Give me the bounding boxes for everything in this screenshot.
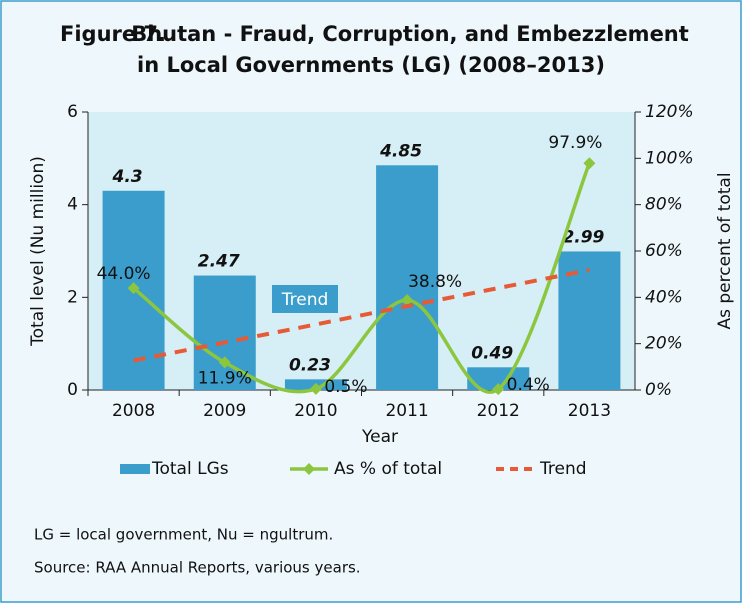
data-label: 0.23 (289, 355, 331, 375)
data-label: 4.85 (379, 141, 422, 161)
legend-swatch (303, 463, 315, 475)
bar (467, 367, 530, 390)
chart-title: Bhutan - Fraud, Corruption, and Embezzle… (131, 22, 689, 46)
y2-tick-label: 60% (645, 241, 683, 261)
bar (558, 251, 621, 390)
note: LG = local government, Nu = ngultrum. (34, 526, 333, 544)
x-tick-label: 2012 (477, 401, 520, 421)
plot-area (88, 112, 635, 390)
data-label: 97.9% (548, 133, 602, 153)
point (309, 382, 322, 395)
y2-tick-label: 80% (645, 195, 683, 215)
point (492, 383, 505, 396)
y-tick-label: 4 (67, 195, 78, 215)
y-tick-label: 6 (67, 102, 78, 122)
chart-title: in Local Governments (LG) (2008–2013) (137, 53, 605, 77)
y-tick-label: 0 (67, 380, 78, 400)
y2-tick-label: 100% (645, 148, 694, 168)
annotation: Trend (281, 290, 329, 310)
point (583, 157, 596, 170)
y2-axis-label: As percent of total (715, 172, 735, 329)
x-tick-label: 2008 (112, 401, 155, 421)
data-label: 0.49 (471, 343, 513, 363)
annotation-box (272, 285, 338, 313)
data-label: 0.5% (324, 377, 367, 397)
figure-label: Figure 7. (60, 22, 166, 46)
legend-label: Trend (539, 459, 587, 479)
x-tick-label: 2009 (203, 401, 246, 421)
point (401, 294, 414, 307)
y2-tick-label: 40% (645, 287, 683, 307)
x-tick-label: 2010 (294, 401, 337, 421)
data-label: 44.0% (97, 264, 151, 284)
data-label: 4.3 (112, 167, 143, 187)
x-tick-label: 2011 (385, 401, 428, 421)
bar (193, 275, 256, 390)
x-tick-label: 2013 (568, 401, 611, 421)
trend-line (133, 268, 590, 363)
point (127, 282, 140, 295)
legend-label: Total LGs (151, 459, 229, 479)
note: Source: RAA Annual Reports, various year… (34, 559, 361, 577)
x-axis-label: Year (361, 427, 398, 447)
legend-label: As % of total (334, 459, 442, 479)
y2-tick-label: 20% (645, 334, 683, 354)
legend-swatch (120, 464, 150, 474)
y2-tick-label: 120% (645, 102, 694, 122)
y2-tick-label: 0% (645, 380, 672, 400)
data-label: 2.47 (198, 252, 240, 272)
data-label: 11.9% (198, 368, 252, 388)
data-label: 0.4% (507, 375, 550, 395)
data-label: 38.8% (408, 272, 462, 292)
point (218, 356, 231, 369)
bar (376, 165, 439, 390)
y-axis-label: Total level (Nu million) (28, 156, 48, 347)
data-label: 2.99 (562, 227, 604, 247)
y-tick-label: 2 (67, 287, 78, 307)
